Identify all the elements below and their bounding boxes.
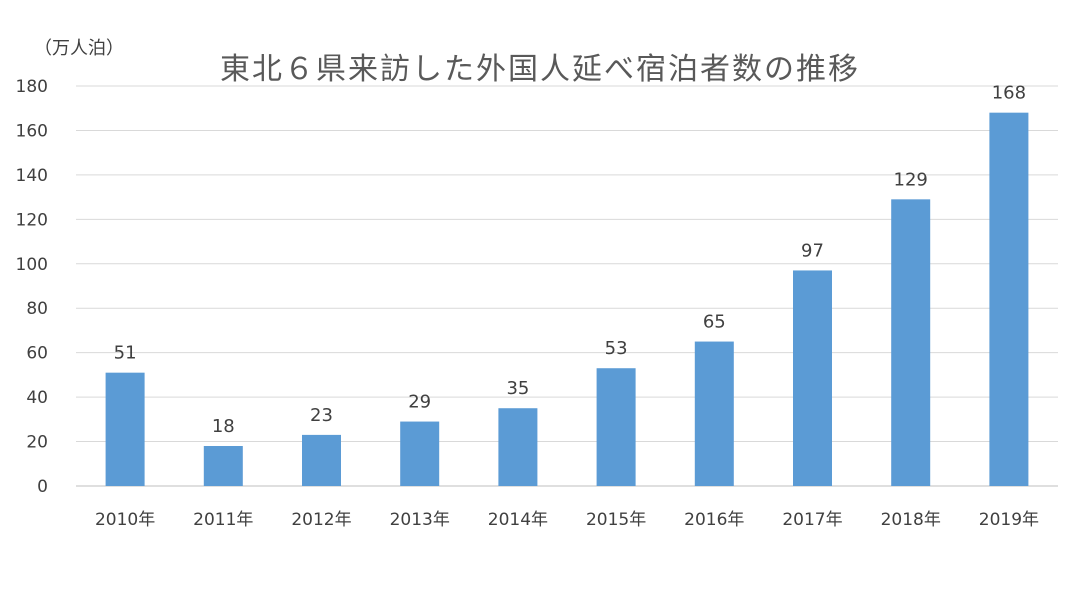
x-tick-label: 2014年 bbox=[488, 510, 548, 530]
y-tick-label: 80 bbox=[26, 299, 48, 319]
x-tick-label: 2019年 bbox=[979, 510, 1039, 530]
data-label: 65 bbox=[703, 312, 726, 333]
x-tick-label: 2013年 bbox=[390, 510, 450, 530]
y-tick-label: 180 bbox=[16, 77, 48, 97]
y-tick-label: 160 bbox=[16, 121, 48, 141]
bar bbox=[989, 112, 1029, 487]
bar bbox=[105, 372, 145, 486]
x-tick-label: 2018年 bbox=[881, 510, 941, 530]
data-label: 35 bbox=[506, 378, 529, 399]
bar bbox=[891, 199, 931, 487]
bar bbox=[203, 446, 243, 486]
y-tick-label: 20 bbox=[26, 433, 48, 453]
x-tick-label: 2010年 bbox=[95, 510, 155, 530]
data-label: 168 bbox=[992, 83, 1026, 104]
x-tick-label: 2016年 bbox=[684, 510, 744, 530]
y-tick-label: 100 bbox=[16, 255, 48, 275]
bar bbox=[694, 341, 734, 486]
data-label: 23 bbox=[310, 405, 333, 426]
bar bbox=[498, 408, 538, 486]
bar bbox=[596, 368, 636, 486]
data-label: 51 bbox=[114, 343, 137, 364]
y-tick-label: 40 bbox=[26, 388, 48, 408]
y-tick-label: 0 bbox=[37, 477, 48, 497]
bar bbox=[793, 270, 832, 486]
bar bbox=[400, 421, 440, 486]
x-tick-label: 2012年 bbox=[291, 510, 351, 530]
y-tick-label: 120 bbox=[16, 210, 48, 230]
data-label: 97 bbox=[801, 240, 824, 261]
bar bbox=[302, 434, 341, 486]
y-axis-unit-label: （万人泊） bbox=[34, 38, 124, 59]
x-tick-label: 2017年 bbox=[782, 510, 842, 530]
data-label: 29 bbox=[408, 392, 431, 413]
data-label: 129 bbox=[894, 169, 928, 190]
data-label: 53 bbox=[605, 338, 628, 359]
x-tick-label: 2015年 bbox=[586, 510, 646, 530]
y-tick-label: 140 bbox=[16, 166, 48, 186]
data-label: 18 bbox=[212, 416, 235, 437]
chart-title: 東北６県来訪した外国人延べ宿泊者数の推移 bbox=[220, 52, 860, 87]
y-tick-label: 60 bbox=[26, 344, 48, 364]
x-tick-label: 2011年 bbox=[193, 510, 253, 530]
